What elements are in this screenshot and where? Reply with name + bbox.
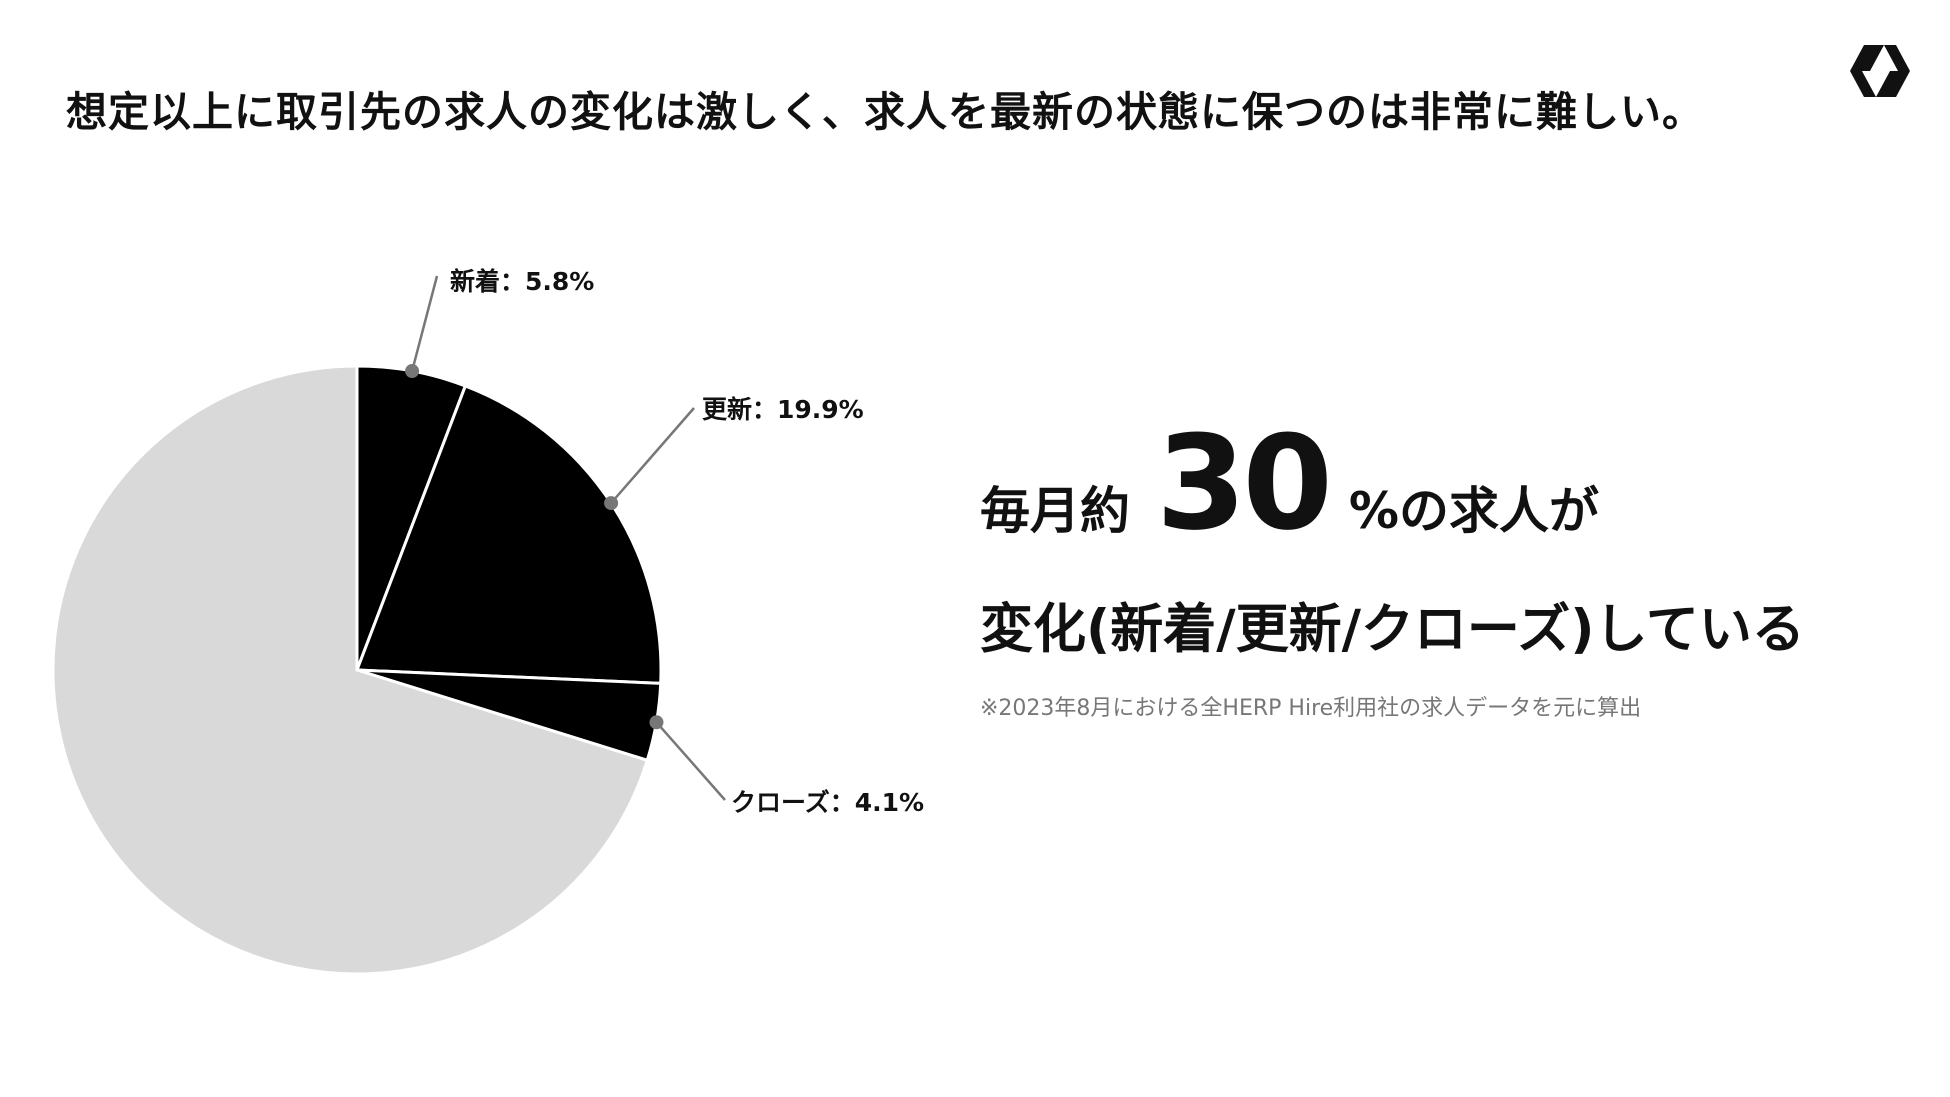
slice-label: 更新：19.9% — [702, 395, 864, 424]
page-title: 想定以上に取引先の求人の変化は激しく、求人を最新の状態に保つのは非常に難しい。 — [66, 88, 1704, 136]
leader-line — [610, 407, 695, 504]
slice-label: 新着：5.8% — [450, 267, 594, 296]
leader-dot — [604, 496, 619, 511]
leader-line — [655, 721, 726, 801]
leader-dot — [405, 364, 420, 379]
slice-label: クローズ：4.1% — [731, 788, 924, 817]
pie-slices — [51, 364, 663, 976]
pie-chart: 新着：5.8% 更新：19.9% クローズ：4.1% — [51, 267, 924, 976]
headline-prefix: 毎月約 — [980, 482, 1130, 540]
headline-number: 30 — [1156, 407, 1333, 559]
footnote: ※2023年8月における全HERP Hire利用社の求人データを元に算出 — [980, 696, 1642, 721]
headline-suffix: %の求人が — [1348, 482, 1600, 540]
leader-dot — [649, 715, 664, 730]
leader-line — [410, 275, 439, 372]
herp-logo-icon — [1850, 45, 1910, 97]
headline-line-1: 毎月約 30 %の求人が — [980, 418, 1599, 548]
pie-slice — [51, 364, 649, 976]
pie-leaders — [405, 275, 726, 801]
pie-labels: 新着：5.8% 更新：19.9% クローズ：4.1% — [450, 267, 924, 817]
headline-line-2: 変化(新着/更新/クローズ)している — [980, 599, 1805, 660]
